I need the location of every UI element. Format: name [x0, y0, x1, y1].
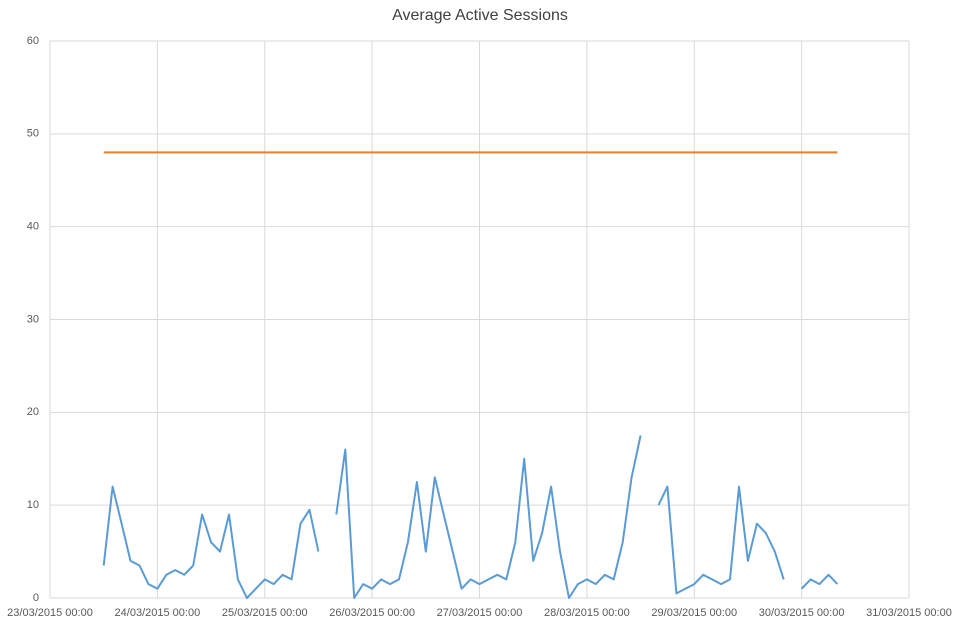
x-tick-label: 27/03/2015 00:00 — [437, 607, 523, 619]
y-tick-label: 30 — [27, 313, 39, 325]
y-tick-label: 10 — [27, 499, 39, 511]
x-tick-label: 23/03/2015 00:00 — [7, 607, 93, 619]
x-tick-label: 28/03/2015 00:00 — [544, 607, 630, 619]
x-tick-label: 30/03/2015 00:00 — [759, 607, 845, 619]
y-tick-label: 50 — [27, 128, 39, 140]
y-tick-label: 20 — [27, 406, 39, 418]
y-tick-label: 60 — [27, 35, 39, 47]
y-tick-label: 40 — [27, 221, 39, 233]
x-tick-label: 25/03/2015 00:00 — [222, 607, 308, 619]
y-tick-label: 0 — [33, 592, 39, 604]
x-tick-label: 24/03/2015 00:00 — [115, 607, 201, 619]
x-tick-label: 26/03/2015 00:00 — [329, 607, 415, 619]
x-tick-label: 31/03/2015 00:00 — [866, 607, 952, 619]
series-line — [102, 435, 839, 599]
chart-title: Average Active Sessions — [392, 7, 568, 24]
x-tick-label: 29/03/2015 00:00 — [651, 607, 737, 619]
